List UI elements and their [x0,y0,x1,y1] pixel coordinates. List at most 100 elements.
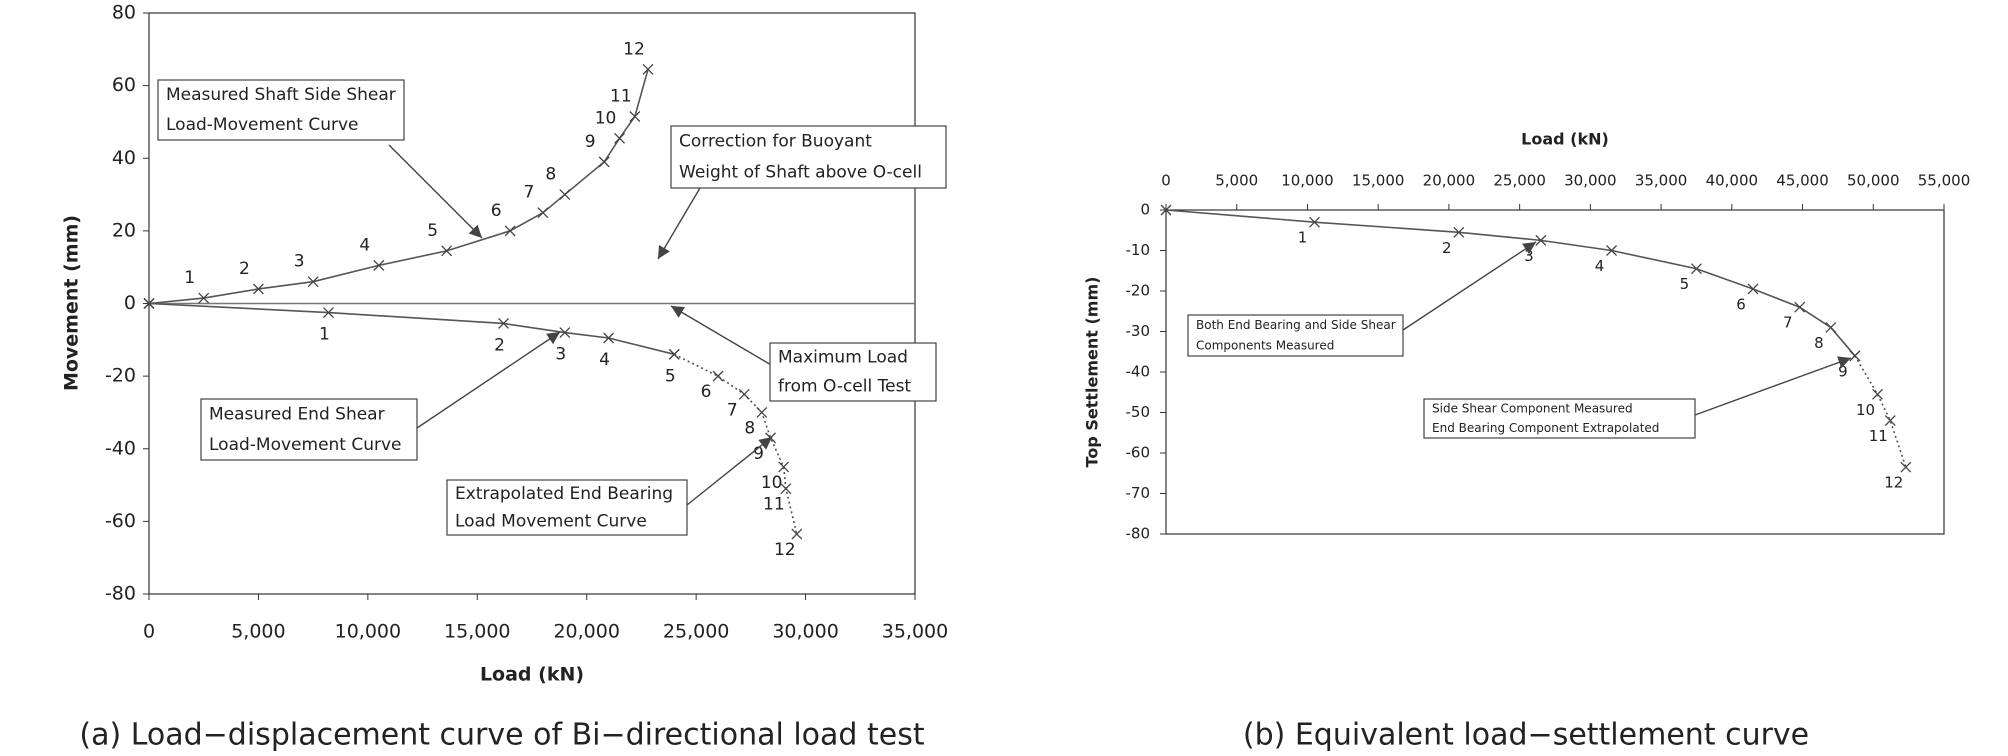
y-tick-label: -80 [105,583,136,605]
y-tick-label: 0 [124,292,136,314]
annotation-text: Both End Bearing and Side Shear [1196,318,1396,332]
x-axis-label: Load (kN) [1521,130,1609,149]
annotation-text: End Bearing Component Extrapolated [1432,421,1659,435]
annotation-box [446,479,688,536]
point-label: 11 [1869,427,1888,445]
annotation-text: Load-Movement Curve [166,115,359,135]
x-tick-label: 5,000 [231,621,285,643]
x-tick-label: 20,000 [553,621,619,643]
point-label: 12 [1884,474,1903,492]
point-marker [1825,321,1837,333]
point-label: 1 [1298,229,1308,247]
point-marker [598,156,610,168]
annotation-text: Weight of Shaft above O-cell [679,163,922,183]
point-marker [1849,350,1861,362]
y-tick-label: -50 [1126,403,1151,421]
x-tick-label: 30,000 [772,621,838,643]
annotation-arrow [388,144,483,239]
plot-frame [1165,209,1945,535]
point-label: 2 [494,335,505,355]
point-label: 4 [359,235,370,255]
annotation-text: Load Movement Curve [455,511,647,531]
point-label: 8 [744,418,755,438]
annotation-box [200,398,418,461]
annotation-text: Measured End Shear [209,404,385,424]
point-marker [1690,263,1702,275]
annotation-text: Correction for Buoyant [679,132,872,152]
point-label: 10 [595,108,617,128]
point-label: 3 [1524,247,1534,265]
point-label: 3 [294,252,305,272]
point-label: 9 [1838,362,1848,380]
y-tick-label: -60 [105,510,136,532]
point-label: 9 [753,444,764,464]
x-tick-label: 25,000 [663,621,729,643]
x-tick-label: 10,000 [335,621,401,643]
y-tick-label: -10 [1126,241,1151,259]
x-tick-label: 45,000 [1776,172,1829,190]
point-marker [504,225,516,237]
point-marker [1884,415,1896,427]
y-axis-label: Top Settlement (mm) [1083,277,1102,468]
x-tick-label: 25,000 [1493,172,1546,190]
point-label: 5 [427,221,438,241]
annotation-box [157,79,405,141]
point-marker [780,483,792,495]
point-label: 10 [1856,401,1875,419]
caption: (b) Equivalent load−settlement curve [1243,718,1809,753]
curve [1165,209,1856,357]
y-tick-label: -40 [1126,363,1151,381]
annotation-box [769,342,937,402]
point-marker [323,307,334,319]
annotation-text: Extrapolated End Bearing [455,484,673,504]
point-marker [1872,388,1883,400]
x-tick-label: 0 [143,621,155,643]
point-label: 7 [1783,314,1793,332]
point-marker [143,298,155,309]
x-tick-label: 5,000 [1215,172,1258,190]
annotation-box [670,125,947,189]
point-label: 5 [1680,275,1690,293]
point-marker [629,111,641,122]
point-marker [712,370,724,382]
point-label: 4 [599,350,610,370]
point-label: 9 [585,132,596,152]
point-marker [373,259,385,271]
annotation-text: Components Measured [1196,338,1334,352]
y-tick-label: 20 [112,219,136,241]
y-tick-label: -20 [105,365,136,387]
point-label: 8 [1814,334,1824,352]
y-tick-label: -30 [1126,322,1151,340]
curve [148,302,675,356]
x-tick-label: 10,000 [1281,172,1334,190]
point-label: 1 [184,268,195,288]
x-tick-label: 15,000 [444,621,510,643]
y-axis-label: Movement (mm) [61,215,83,391]
point-label: 11 [763,495,785,515]
annotation-box [1423,398,1696,439]
annotation-arrow [1694,356,1852,416]
y-tick-label: -20 [1126,282,1151,300]
point-marker [1160,204,1172,216]
point-marker [1535,234,1547,246]
annotation-text: Side Shear Component Measured [1432,401,1633,415]
point-marker [307,276,319,288]
point-marker [1606,245,1618,256]
point-label: 6 [491,201,502,221]
annotation-arrow [670,305,779,370]
y-tick-label: -40 [105,437,136,459]
x-tick-label: 40,000 [1706,172,1759,190]
point-marker [668,348,680,360]
y-tick-label: -70 [1126,484,1151,502]
x-axis-label: Load (kN) [480,664,584,686]
point-marker [198,292,210,304]
x-tick-label: 35,000 [1635,172,1688,190]
x-tick-label: 35,000 [882,621,948,643]
annotation-arrow [416,331,561,429]
point-marker [559,189,571,201]
annotation-text: Measured Shaft Side Shear [166,85,396,105]
point-label: 10 [761,473,783,493]
y-tick-label: 0 [1140,201,1150,219]
point-label: 4 [1595,257,1605,275]
